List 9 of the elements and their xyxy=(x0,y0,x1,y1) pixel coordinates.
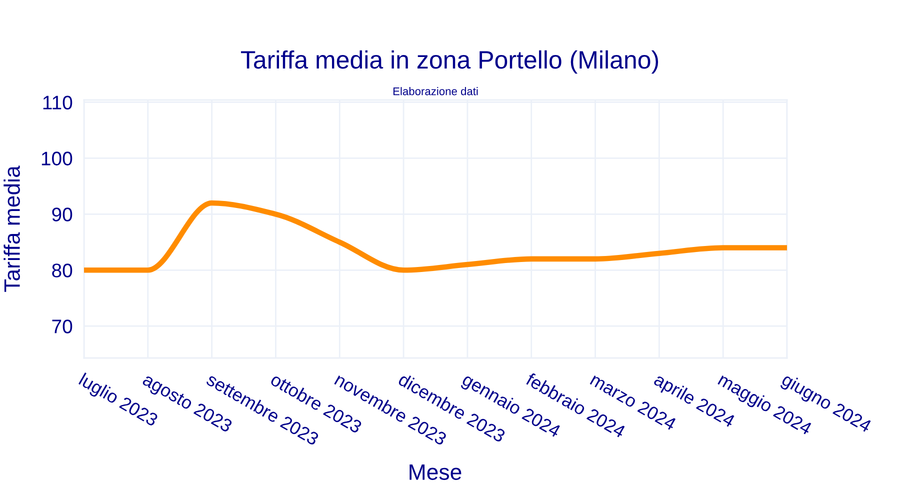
y-tick-label: 110 xyxy=(43,96,72,110)
x-axis-title: Mese xyxy=(410,464,462,480)
y-tick-label: 90 xyxy=(52,208,72,222)
y-tick-label: 70 xyxy=(52,320,72,334)
y-tick-label: 80 xyxy=(52,264,72,278)
y-axis-title: Tariffa media xyxy=(4,166,20,292)
y-tick-label: 100 xyxy=(42,152,72,166)
chart-title: Tariffa media in zona Portello (Milano) xyxy=(240,50,658,74)
text: Elaborazione dati xyxy=(393,87,478,96)
